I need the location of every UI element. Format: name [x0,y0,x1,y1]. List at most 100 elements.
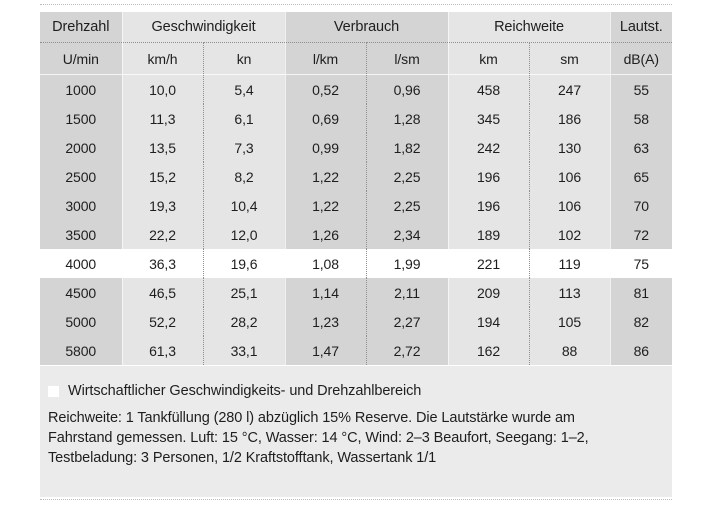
table-cell: 0,96 [365,74,449,104]
performance-table: Drehzahl Geschwindigkeit Verbrauch Reich… [40,12,673,365]
unit-l-sm: l/sm [365,42,449,75]
white-square-legend-swatch [48,385,59,397]
table-cell: 1,22 [284,162,366,191]
table-cell: 2000 [40,133,122,162]
units-row: U/min km/h kn l/km l/sm km sm dB(A) [40,42,673,75]
table-row: 1500 11,3 6,1 0,69 1,28 345 186 58 [40,104,673,133]
table-cell: 106 [528,191,611,220]
table-cell: 61,3 [121,336,203,365]
table-cell: 46,5 [121,278,203,307]
footnote: Reichweite: 1 Tankfüllung (280 l) abzügl… [40,399,672,468]
table-cell: 0,69 [284,104,366,133]
table-cell: 8,2 [202,162,285,191]
table-cell: 2500 [40,162,122,191]
table-row: 2500 15,2 8,2 1,22 2,25 196 106 65 [40,162,673,191]
col-group-drehzahl: Drehzahl [40,12,122,43]
table-cell: 7,3 [202,133,285,162]
table-cell: 70 [609,191,673,220]
legend: Wirtschaftlicher Geschwindigkeits- und D… [40,366,672,399]
unit-sm: sm [528,42,611,75]
table-cell: 1,99 [365,249,449,278]
table-cell: 458 [447,74,530,104]
col-group-verbrauch: Verbrauch [284,12,449,43]
group-header-row: Drehzahl Geschwindigkeit Verbrauch Reich… [40,12,673,43]
col-group-geschwindigkeit: Geschwindigkeit [121,12,285,43]
unit-km: km [447,42,530,75]
table-row: 1000 10,0 5,4 0,52 0,96 458 247 55 [40,74,673,104]
table-cell: 19,6 [202,249,285,278]
col-group-reichweite: Reichweite [447,12,611,43]
table-cell: 102 [528,220,611,249]
table-cell: 28,2 [202,307,285,336]
table-cell: 345 [447,104,530,133]
table-cell: 221 [447,249,530,278]
table-cell: 1,28 [365,104,449,133]
table-cell: 2,25 [365,191,449,220]
table-cell: 4000 [40,249,122,278]
table-cell: 4500 [40,278,122,307]
table-cell: 1,14 [284,278,366,307]
table-cell: 63 [609,133,673,162]
table-cell: 3000 [40,191,122,220]
table-body: 1000 10,0 5,4 0,52 0,96 458 247 55 1500 11,3 6,1 0,… [40,74,673,365]
table-cell: 10,4 [202,191,285,220]
table-cell: 5800 [40,336,122,365]
table-cell: 1,23 [284,307,366,336]
table-cell: 196 [447,162,530,191]
table-cell: 10,0 [121,74,203,104]
unit-kn: kn [202,42,285,75]
table-cell: 1000 [40,74,122,104]
table-row: 3500 22,2 12,0 1,26 2,34 189 102 72 [40,220,673,249]
unit-db-a: dB(A) [609,42,673,75]
table-cell: 36,3 [121,249,203,278]
table-cell: 19,3 [121,191,203,220]
table-row: 5000 52,2 28,2 1,23 2,27 194 105 82 [40,307,673,336]
table-cell: 86 [609,336,673,365]
table-row: 4500 46,5 25,1 1,14 2,11 209 113 81 [40,278,673,307]
table-cell: 58 [609,104,673,133]
table-cell: 2,72 [365,336,449,365]
table-cell: 196 [447,191,530,220]
table-cell: 55 [609,74,673,104]
legend-label: Wirtschaftlicher Geschwindigkeits- und D… [68,383,422,399]
table-cell: 247 [528,74,611,104]
footer-panel: Wirtschaftlicher Geschwindigkeits- und D… [40,366,672,497]
table-cell: 119 [528,249,611,278]
table-cell: 13,5 [121,133,203,162]
table-cell: 72 [609,220,673,249]
table-row: 2000 13,5 7,3 0,99 1,82 242 130 63 [40,133,673,162]
footnote-line: Testbeladung: 3 Personen, 1/2 Kraftstoff… [48,450,437,466]
table-cell: 75 [609,249,673,278]
unit-l-km: l/km [284,42,366,75]
table-cell: 113 [528,278,611,307]
table-cell: 22,2 [121,220,203,249]
table-cell: 162 [447,336,530,365]
unit-km-h: km/h [121,42,203,75]
table-row: 5800 61,3 33,1 1,47 2,72 162 88 86 [40,336,673,365]
table-cell: 65 [609,162,673,191]
col-group-lautstaerke: Lautst. [609,12,673,43]
table-cell: 81 [609,278,673,307]
table-cell: 88 [528,336,611,365]
table-cell: 1,22 [284,191,366,220]
table-cell: 2,27 [365,307,449,336]
footnote-line: Fahrstand gemessen. Luft: 15 °C, Wasser:… [48,430,589,446]
table-cell: 0,52 [284,74,366,104]
table-cell: 6,1 [202,104,285,133]
top-dotted-rule [40,4,672,5]
table-cell: 2,25 [365,162,449,191]
table-row: 4000 36,3 19,6 1,08 1,99 221 119 75 [40,249,673,278]
table-cell: 242 [447,133,530,162]
table-cell: 5,4 [202,74,285,104]
table-cell: 12,0 [202,220,285,249]
table-cell: 189 [447,220,530,249]
table-cell: 2,34 [365,220,449,249]
table-cell: 1,82 [365,133,449,162]
table-cell: 186 [528,104,611,133]
table-cell: 130 [528,133,611,162]
table-cell: 0,99 [284,133,366,162]
table-cell: 1,08 [284,249,366,278]
table-cell: 209 [447,278,530,307]
table-cell: 3500 [40,220,122,249]
table-cell: 33,1 [202,336,285,365]
